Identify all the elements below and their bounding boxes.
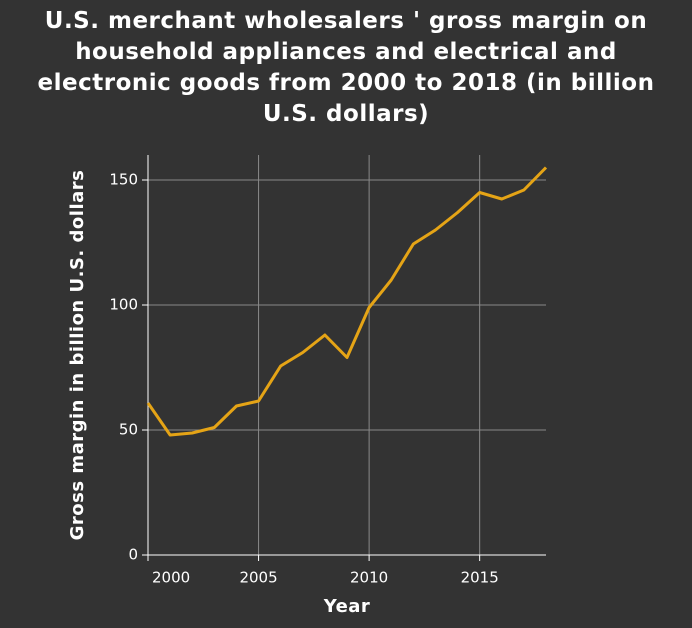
x-tick-label: 2000 <box>152 569 190 587</box>
x-axis-label: Year <box>323 596 371 617</box>
chart-title: U.S. merchant wholesalers ' gross margin… <box>37 8 655 127</box>
y-tick-label: 50 <box>119 421 138 439</box>
data-line <box>146 166 548 437</box>
x-tick-label: 2010 <box>350 569 388 587</box>
y-tick-label: 150 <box>109 171 138 189</box>
y-tick-label: 0 <box>128 546 138 564</box>
y-axis-label: Gross margin in billion U.S. dollars <box>67 170 88 541</box>
x-tick-label: 2005 <box>239 569 277 587</box>
x-tick-label: 2015 <box>461 569 499 587</box>
y-tick-label: 100 <box>109 296 138 314</box>
